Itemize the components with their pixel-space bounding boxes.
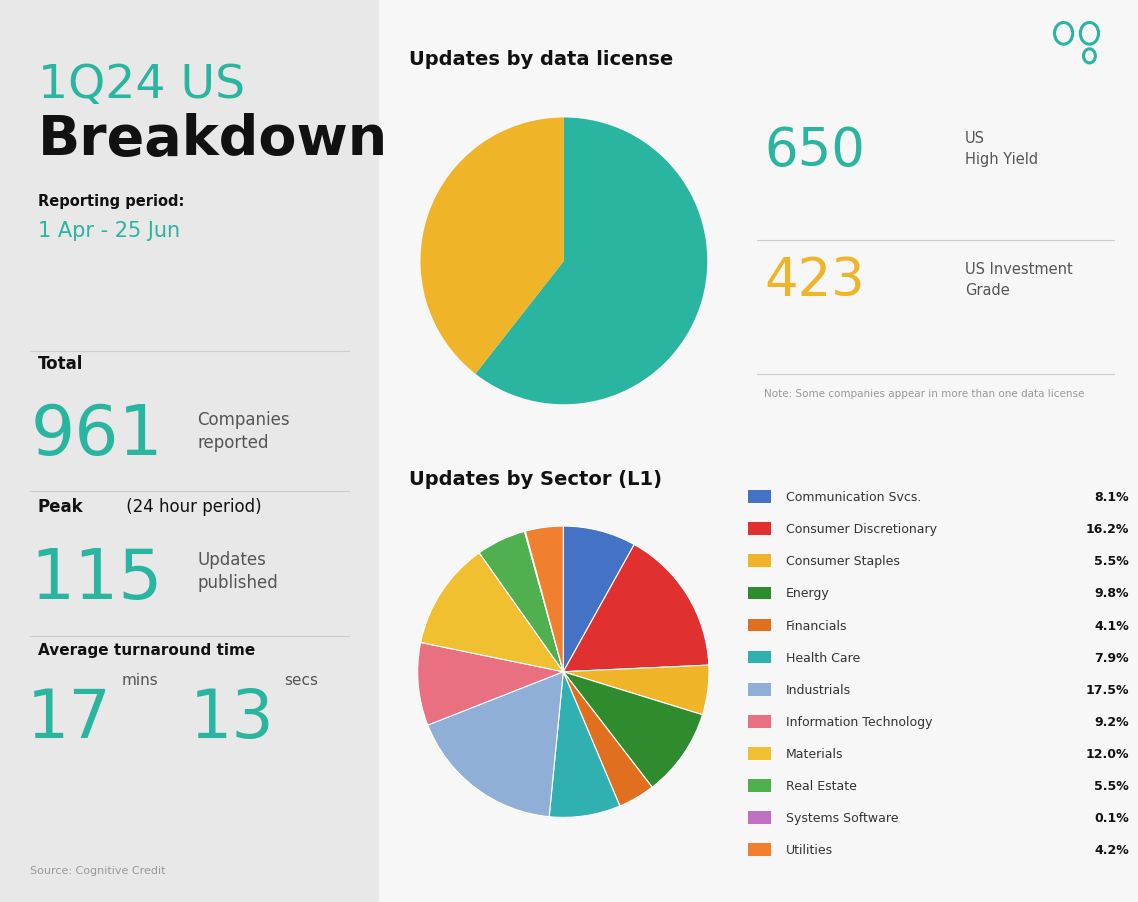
- Text: 17.5%: 17.5%: [1086, 683, 1129, 696]
- Wedge shape: [563, 672, 702, 787]
- Wedge shape: [526, 527, 563, 672]
- Text: mins: mins: [122, 672, 158, 687]
- Wedge shape: [563, 666, 709, 715]
- Text: Information Technology: Information Technology: [785, 715, 932, 728]
- Text: 4.1%: 4.1%: [1094, 619, 1129, 631]
- Text: Materials: Materials: [785, 747, 843, 760]
- Wedge shape: [525, 531, 563, 672]
- Text: Health Care: Health Care: [785, 651, 860, 664]
- Text: Note: Some companies appear in more than one data license: Note: Some companies appear in more than…: [764, 389, 1085, 399]
- Wedge shape: [421, 553, 563, 672]
- Text: 4.2%: 4.2%: [1094, 843, 1129, 856]
- FancyBboxPatch shape: [748, 683, 772, 695]
- Text: 5.5%: 5.5%: [1094, 555, 1129, 567]
- Text: 13: 13: [189, 686, 274, 751]
- FancyBboxPatch shape: [748, 651, 772, 664]
- Text: 423: 423: [764, 254, 865, 307]
- Text: Financials: Financials: [785, 619, 848, 631]
- Text: Breakdown: Breakdown: [38, 113, 388, 167]
- Text: Energy: Energy: [785, 586, 830, 600]
- Text: 16.2%: 16.2%: [1086, 522, 1129, 536]
- FancyBboxPatch shape: [748, 779, 772, 792]
- Text: Companies
reported: Companies reported: [197, 410, 290, 452]
- Text: Updates by Sector (L1): Updates by Sector (L1): [410, 469, 662, 488]
- FancyBboxPatch shape: [748, 715, 772, 728]
- Wedge shape: [563, 527, 634, 672]
- Wedge shape: [476, 118, 707, 405]
- Text: Updates by data license: Updates by data license: [410, 50, 674, 69]
- Text: 8.1%: 8.1%: [1095, 491, 1129, 503]
- Text: 650: 650: [764, 124, 865, 177]
- Text: 7.9%: 7.9%: [1095, 651, 1129, 664]
- Text: Peak: Peak: [38, 498, 83, 516]
- Text: Utilities: Utilities: [785, 843, 833, 856]
- Text: Reporting period:: Reporting period:: [38, 194, 184, 209]
- Text: 0.1%: 0.1%: [1094, 811, 1129, 824]
- Wedge shape: [563, 545, 709, 672]
- Text: 17: 17: [26, 686, 112, 751]
- Text: 9.2%: 9.2%: [1095, 715, 1129, 728]
- Text: 1 Apr - 25 Jun: 1 Apr - 25 Jun: [38, 221, 180, 241]
- Wedge shape: [550, 672, 620, 817]
- Wedge shape: [418, 643, 563, 725]
- Text: US Investment
Grade: US Investment Grade: [965, 262, 1072, 298]
- Text: Consumer Discretionary: Consumer Discretionary: [785, 522, 937, 536]
- Text: Average turnaround time: Average turnaround time: [38, 642, 255, 658]
- Wedge shape: [421, 118, 564, 374]
- Text: Systems Software: Systems Software: [785, 811, 898, 824]
- Text: 5.5%: 5.5%: [1094, 779, 1129, 792]
- Text: 115: 115: [31, 546, 163, 612]
- Text: 12.0%: 12.0%: [1086, 747, 1129, 760]
- Wedge shape: [563, 672, 652, 806]
- Text: Industrials: Industrials: [785, 683, 851, 696]
- FancyBboxPatch shape: [748, 619, 772, 631]
- Text: 1Q24 US: 1Q24 US: [38, 63, 245, 108]
- FancyBboxPatch shape: [748, 523, 772, 536]
- Wedge shape: [428, 672, 563, 817]
- FancyBboxPatch shape: [748, 747, 772, 760]
- FancyBboxPatch shape: [748, 812, 772, 824]
- Wedge shape: [479, 532, 563, 672]
- Text: Consumer Staples: Consumer Staples: [785, 555, 900, 567]
- Text: US
High Yield: US High Yield: [965, 132, 1038, 167]
- FancyBboxPatch shape: [748, 843, 772, 856]
- Text: Source: Cognitive Credit: Source: Cognitive Credit: [31, 865, 166, 875]
- Text: Total: Total: [38, 354, 83, 373]
- Text: 9.8%: 9.8%: [1095, 586, 1129, 600]
- Text: secs: secs: [284, 672, 319, 687]
- FancyBboxPatch shape: [748, 587, 772, 600]
- Text: Real Estate: Real Estate: [785, 779, 857, 792]
- Text: Updates
published: Updates published: [197, 550, 278, 592]
- Text: (24 hour period): (24 hour period): [122, 498, 262, 516]
- FancyBboxPatch shape: [748, 491, 772, 503]
- FancyBboxPatch shape: [748, 555, 772, 567]
- Text: Communication Svcs.: Communication Svcs.: [785, 491, 921, 503]
- Text: 961: 961: [31, 401, 163, 468]
